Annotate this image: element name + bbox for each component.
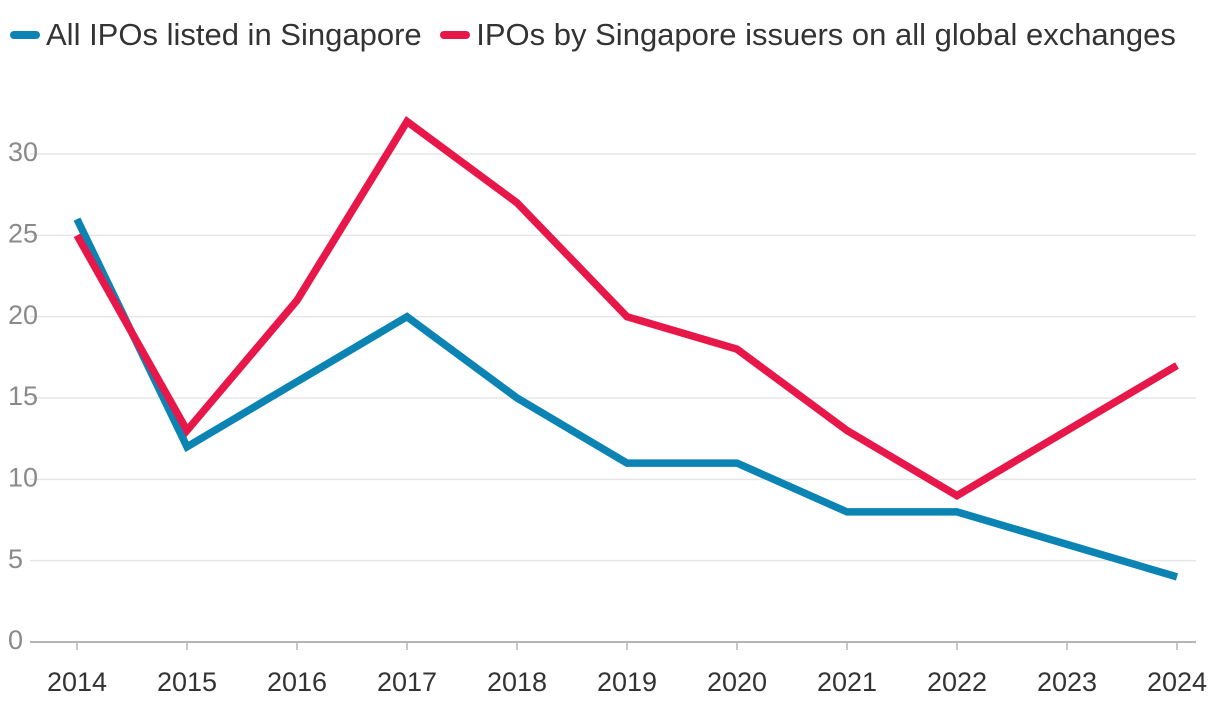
x-axis-ticks: 2014 2015 2016 2017 2018 2019 2020 2021 2022 2023… bbox=[47, 642, 1207, 697]
legend-item-singapore-issuers-global: IPOs by Singapore issuers on all global … bbox=[440, 17, 1176, 52]
y-tick-label: 0 bbox=[8, 625, 23, 655]
x-tick-label: 2018 bbox=[487, 667, 547, 697]
gridlines bbox=[30, 153, 1196, 643]
y-tick-label: 10 bbox=[8, 462, 38, 492]
series-line-singapore-issuers-global bbox=[73, 116, 1179, 500]
x-tick-label: 2016 bbox=[267, 667, 327, 697]
x-tick-label: 2020 bbox=[707, 667, 767, 697]
legend-swatch-red bbox=[440, 30, 471, 39]
y-tick-label: 5 bbox=[8, 544, 23, 574]
series-lines bbox=[73, 116, 1179, 581]
y-axis-ticks: 0 5 10 15 20 25 30 bbox=[8, 137, 38, 655]
y-tick-label: 30 bbox=[8, 137, 38, 167]
x-tick-label: 2022 bbox=[927, 667, 987, 697]
legend-swatch-blue bbox=[10, 30, 40, 39]
x-tick-label: 2023 bbox=[1037, 667, 1097, 697]
chart-legend: All IPOs listed in Singapore IPOs by Sin… bbox=[10, 12, 1190, 58]
x-tick-label: 2019 bbox=[597, 667, 657, 697]
x-tick-label: 2015 bbox=[157, 667, 217, 697]
legend-item-all-ipos-singapore: All IPOs listed in Singapore bbox=[10, 17, 422, 52]
legend-label-all-ipos-singapore: All IPOs listed in Singapore bbox=[46, 17, 422, 52]
y-tick-label: 20 bbox=[8, 300, 38, 330]
y-tick-label: 15 bbox=[8, 381, 38, 411]
legend-label-singapore-issuers-global: IPOs by Singapore issuers on all global … bbox=[476, 17, 1176, 52]
x-tick-label: 2021 bbox=[817, 667, 877, 697]
x-tick-label: 2024 bbox=[1147, 667, 1207, 697]
y-tick-label: 25 bbox=[8, 218, 38, 248]
x-tick-label: 2014 bbox=[47, 667, 107, 697]
x-tick-label: 2017 bbox=[377, 667, 437, 697]
